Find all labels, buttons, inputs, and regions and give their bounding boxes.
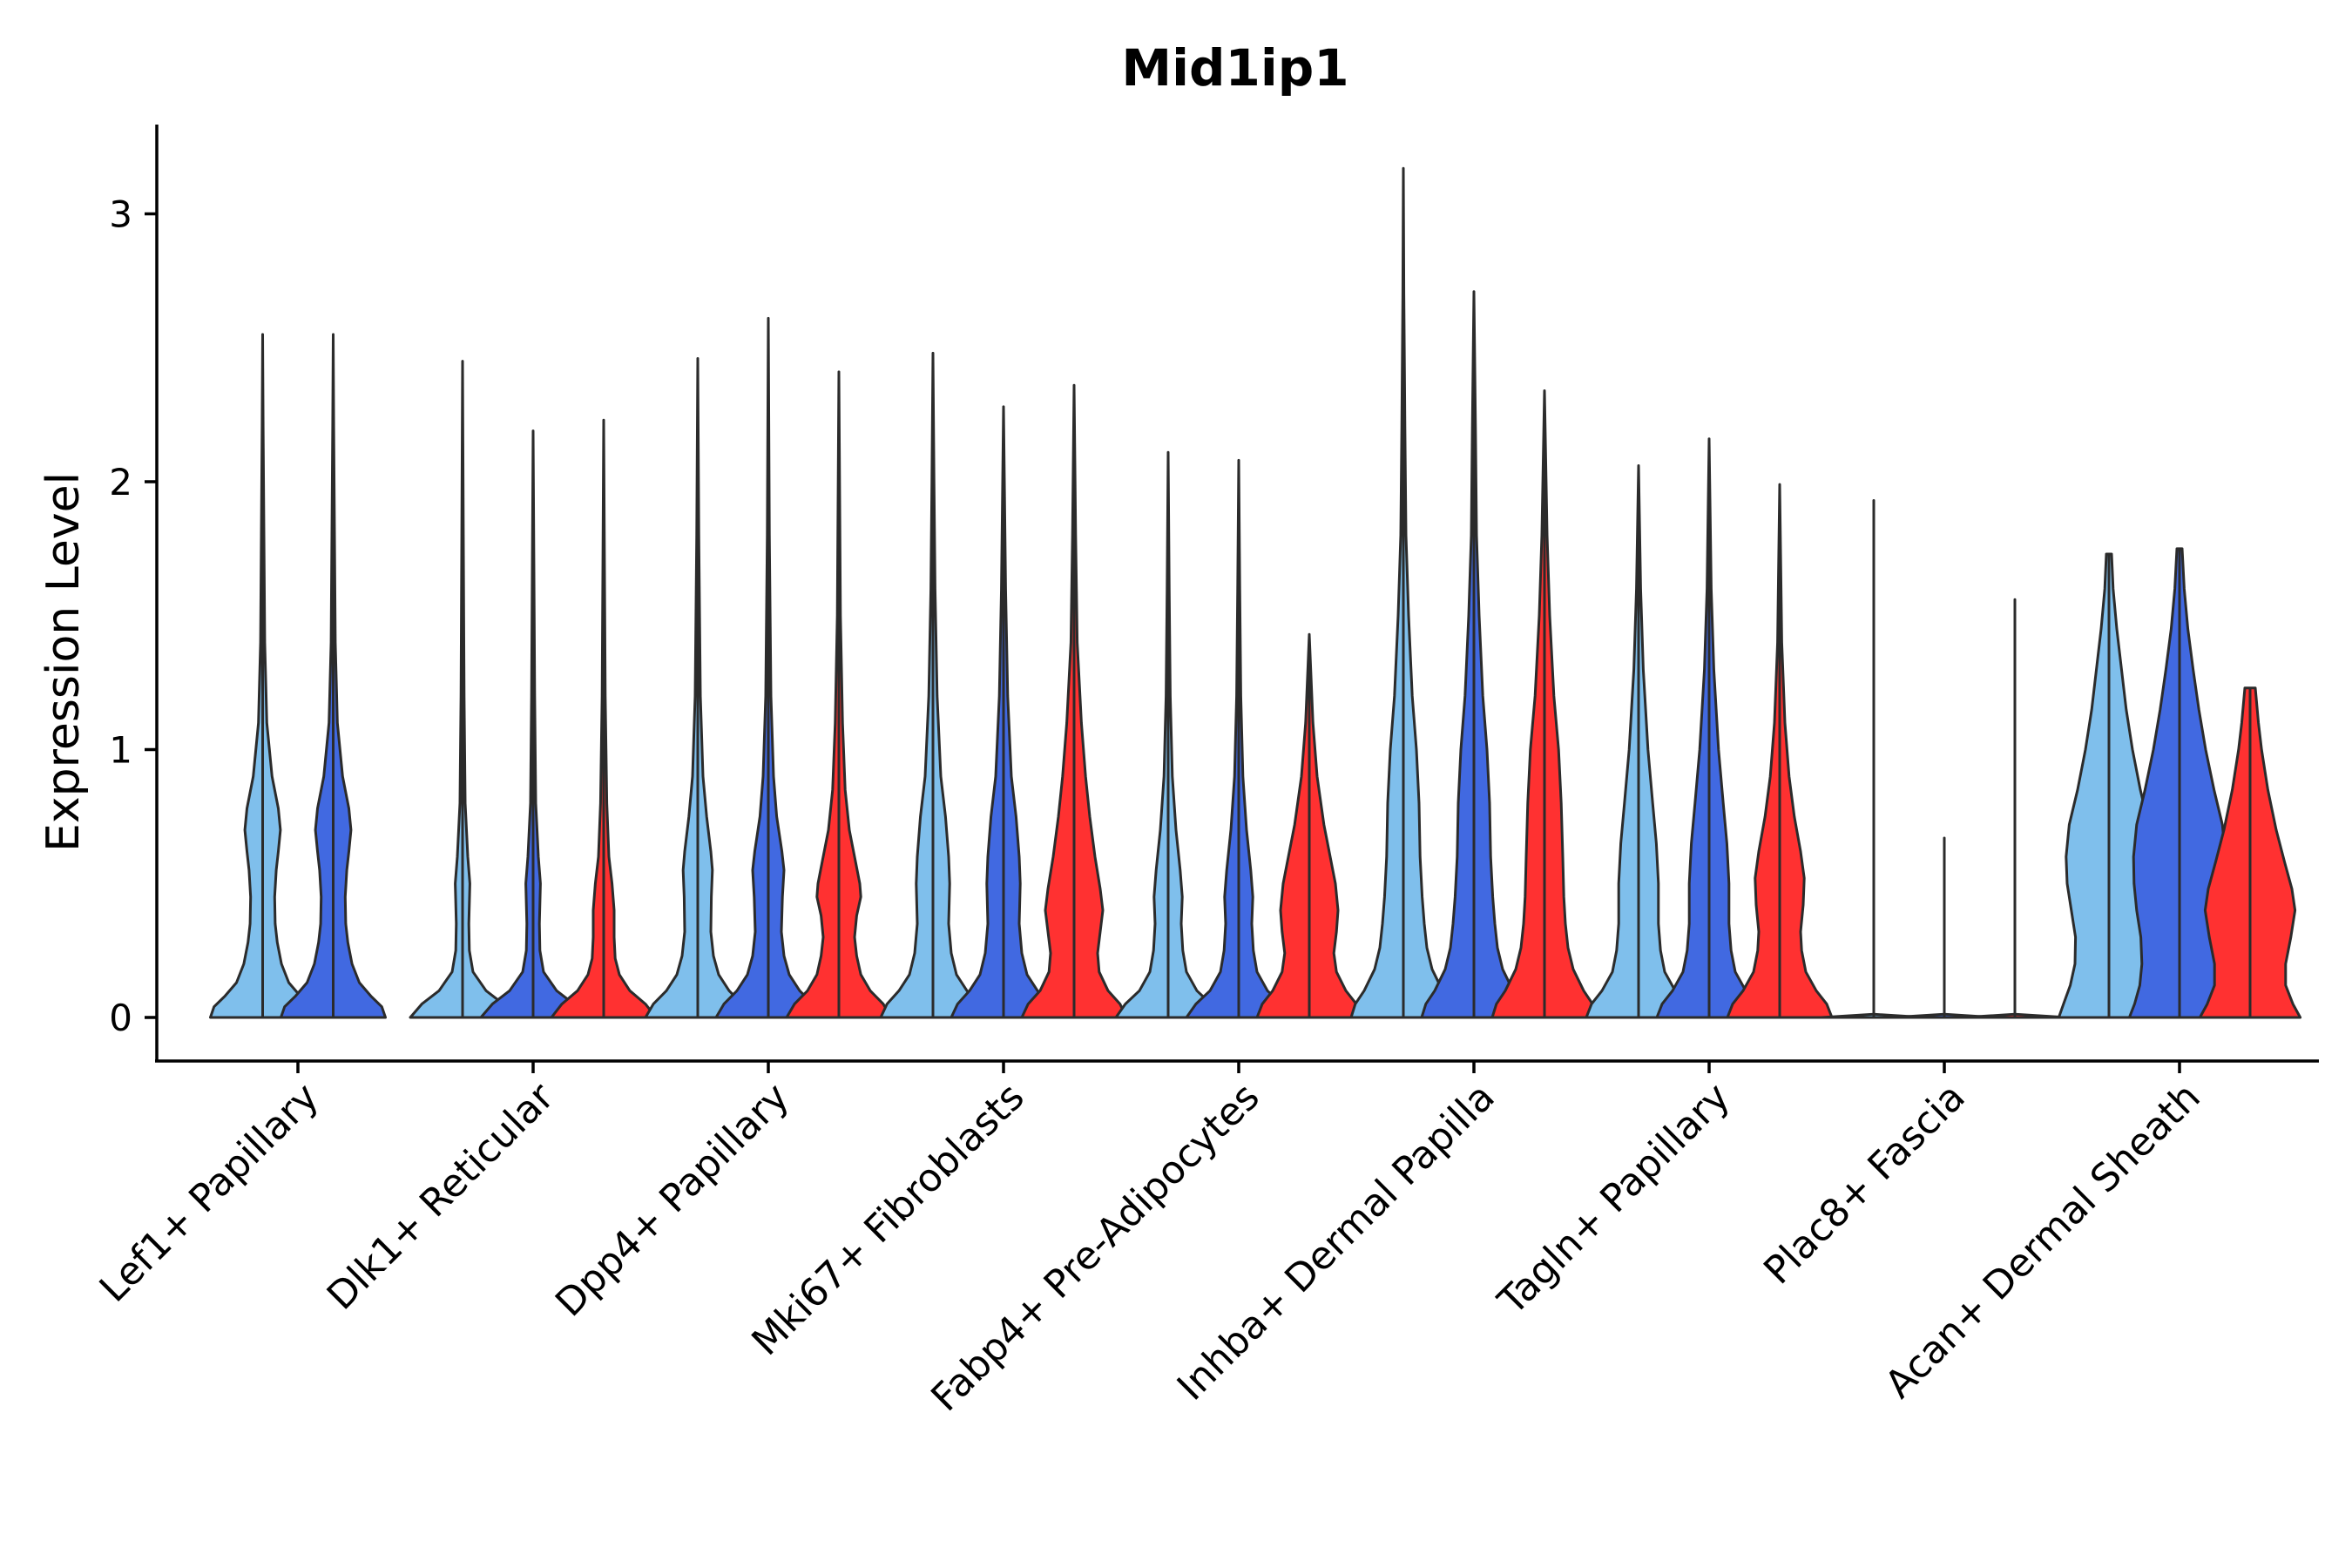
y-tick-label: 0 [109,997,132,1039]
y-tick-label: 2 [109,461,132,504]
x-tick-label-plac8-fascia: Plac8+ Fascia [1755,1075,1974,1294]
axes [155,125,2319,1063]
y-ticks: 0 1 2 3 [109,193,157,1039]
violin-layer [209,166,2302,1019]
chart-title: Mid1ip1 [1121,38,1348,98]
y-tick-label: 1 [109,729,132,772]
x-tick-label-dlk1-reticular: Dlk1+ Reticular [319,1074,564,1319]
y-tick-label: 3 [109,193,132,236]
y-axis-label: Expression Level [37,472,90,852]
x-tick-label-tagln-papillary: Tagln+ Papillary [1490,1075,1739,1324]
x-tick-label-dpp4-papillary: Dpp4+ Papillary [547,1075,798,1326]
x-tick-label-lef1-papillary: Lef1+ Papillary [91,1075,328,1311]
